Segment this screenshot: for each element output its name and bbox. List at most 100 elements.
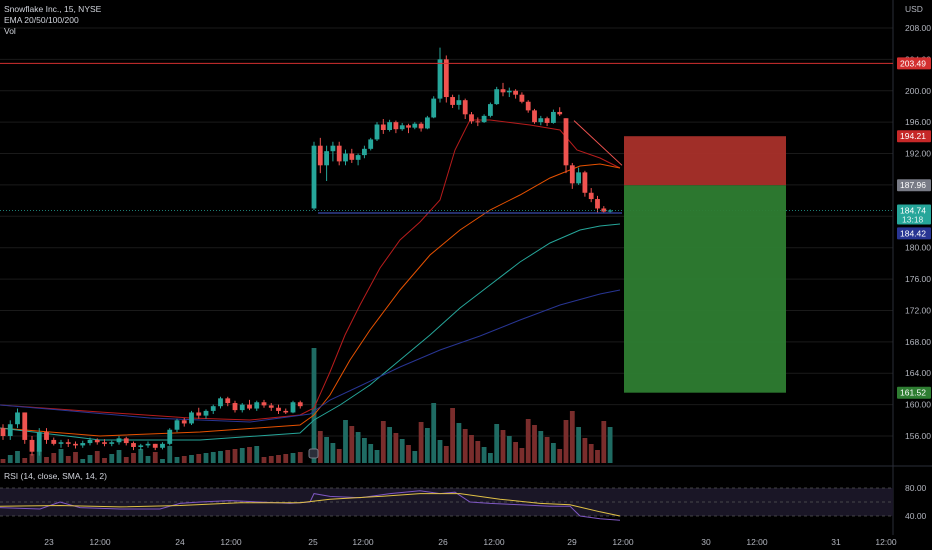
volume-bar <box>418 422 424 463</box>
candle-body <box>160 443 165 448</box>
volume-bar <box>174 457 180 463</box>
candle-body <box>368 139 374 149</box>
volume-bar <box>189 455 194 463</box>
volume-bar <box>218 451 223 463</box>
rsi-level-label: 80.00 <box>905 483 927 493</box>
volume-bar <box>167 446 173 463</box>
time-tick-label: 12:00 <box>352 537 374 547</box>
candle-body <box>387 122 392 130</box>
volume-bar <box>94 451 100 463</box>
stop-loss-zone <box>624 136 786 186</box>
volume-bar <box>431 403 437 463</box>
volume-bar <box>506 436 512 463</box>
price-tick-label: 192.00 <box>905 149 931 159</box>
candle-body <box>174 420 180 430</box>
volume-bar <box>330 443 336 463</box>
volume-bar <box>51 453 57 463</box>
time-tick-label: 12:00 <box>875 537 897 547</box>
time-tick-label: 12:00 <box>89 537 111 547</box>
volume-bar <box>569 411 575 463</box>
time-axis[interactable]: 23 12:00 24 12:00 25 12:00 26 12:00 29 12:00 30 12:… <box>44 537 897 547</box>
volume-bar <box>588 444 594 463</box>
entry-price-tag: 187.96 <box>900 180 926 190</box>
candle-body <box>399 125 405 130</box>
price-tick-label: 180.00 <box>905 243 931 253</box>
price-tick-label: 176.00 <box>905 274 931 284</box>
volume-bar <box>196 454 202 463</box>
candle-body <box>276 407 281 411</box>
candle-body <box>138 445 144 447</box>
candle-body <box>189 412 194 424</box>
candles <box>0 47 613 456</box>
candle-body <box>15 412 20 425</box>
candle-body <box>145 443 151 446</box>
volume-bar <box>145 456 151 463</box>
time-tick-label: 12:00 <box>746 537 768 547</box>
stop-price-tag: 194.21 <box>900 131 926 141</box>
volume-bar <box>393 433 399 463</box>
candle-body <box>94 439 100 443</box>
price-tick-label: 208.00 <box>905 23 931 33</box>
volume-bar <box>544 437 550 463</box>
candle-body <box>355 155 361 160</box>
candle-body <box>218 398 223 407</box>
last-price-tag: 184.74 <box>900 206 926 216</box>
candle-body <box>73 443 78 446</box>
candle-body <box>167 429 173 444</box>
volume-bar <box>80 459 86 463</box>
volume-bar <box>538 431 544 463</box>
candle-body <box>51 439 57 444</box>
volume-bar <box>437 440 443 463</box>
volume-bar <box>532 425 537 463</box>
price-axis-currency: USD <box>905 4 923 14</box>
candle-body <box>343 153 348 162</box>
candle-body <box>225 398 231 404</box>
ema-indicator-label[interactable]: EMA 20/50/100/200 <box>4 15 79 25</box>
chart-legend: Snowflake Inc., 15, NYSE EMA 20/50/100/2… <box>4 4 101 37</box>
symbol-title[interactable]: Snowflake Inc., 15, NYSE <box>4 4 102 14</box>
rsi-sma-line <box>0 493 621 517</box>
candle-body <box>268 405 274 408</box>
volume-bar <box>349 426 355 463</box>
candle-body <box>317 145 323 166</box>
candle-body <box>481 115 487 123</box>
volume-bar <box>160 459 165 463</box>
volume-bar <box>399 439 405 463</box>
volume-bar <box>380 421 386 463</box>
volume-bar <box>488 453 493 463</box>
price-tick-label: 196.00 <box>905 117 931 127</box>
last-price-tag-bg <box>897 204 931 225</box>
candle-body <box>44 432 49 440</box>
entry-price-tag-bg <box>897 179 931 192</box>
candle-body <box>437 59 443 99</box>
candle-body <box>569 165 575 184</box>
volume-indicator-label[interactable]: Vol <box>4 26 16 36</box>
candle-body <box>210 406 216 411</box>
time-tick-label: 25 <box>308 537 318 547</box>
volume-bar <box>268 456 274 463</box>
candle-body <box>131 443 136 447</box>
volume-bar <box>462 429 468 463</box>
volume-bar <box>412 451 418 463</box>
candle-body <box>196 412 202 416</box>
price-tick-label: 200.00 <box>905 86 931 96</box>
rsi-level-label: 40.00 <box>905 511 927 521</box>
volume-bar <box>355 432 361 463</box>
candle-body <box>431 98 437 118</box>
time-tick-label: 12:00 <box>483 537 505 547</box>
volume-bar <box>65 456 71 463</box>
candle-body <box>551 111 556 123</box>
volume-bar <box>22 458 28 463</box>
rsi-indicator-label[interactable]: RSI (14, close, SMA, 14, 2) <box>4 471 107 481</box>
time-tick-label: 24 <box>175 537 185 547</box>
volume-bar <box>582 438 588 463</box>
position-zones[interactable] <box>0 62 893 393</box>
candle-body <box>544 118 550 123</box>
candle-body <box>563 118 569 166</box>
volume-bar <box>500 430 506 463</box>
volume-bar <box>576 427 581 463</box>
price-tick-label: 156.00 <box>905 431 931 441</box>
volume-bar <box>138 449 144 463</box>
volume-bar <box>283 454 289 463</box>
